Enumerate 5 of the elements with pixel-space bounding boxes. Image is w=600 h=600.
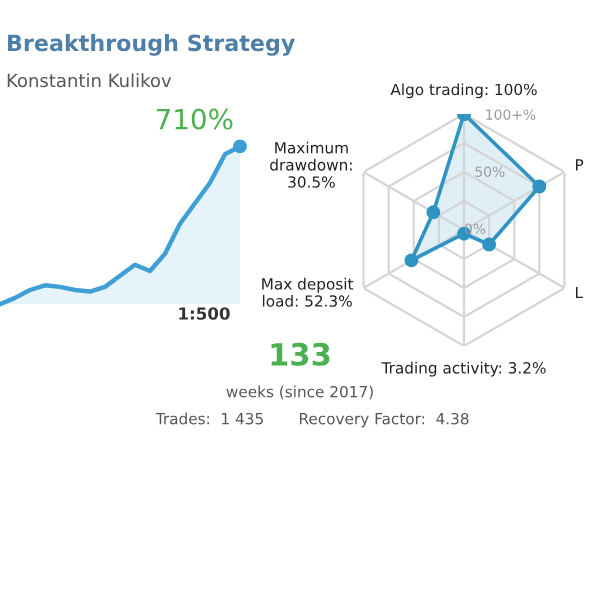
text: 1:500 xyxy=(179,307,230,320)
chart-subtitle: Konstantin Kulikov xyxy=(7,73,172,88)
chart-title: Breakthrough Strategy xyxy=(8,34,295,56)
text: 133 xyxy=(271,342,330,366)
text: 710% xyxy=(156,108,233,130)
